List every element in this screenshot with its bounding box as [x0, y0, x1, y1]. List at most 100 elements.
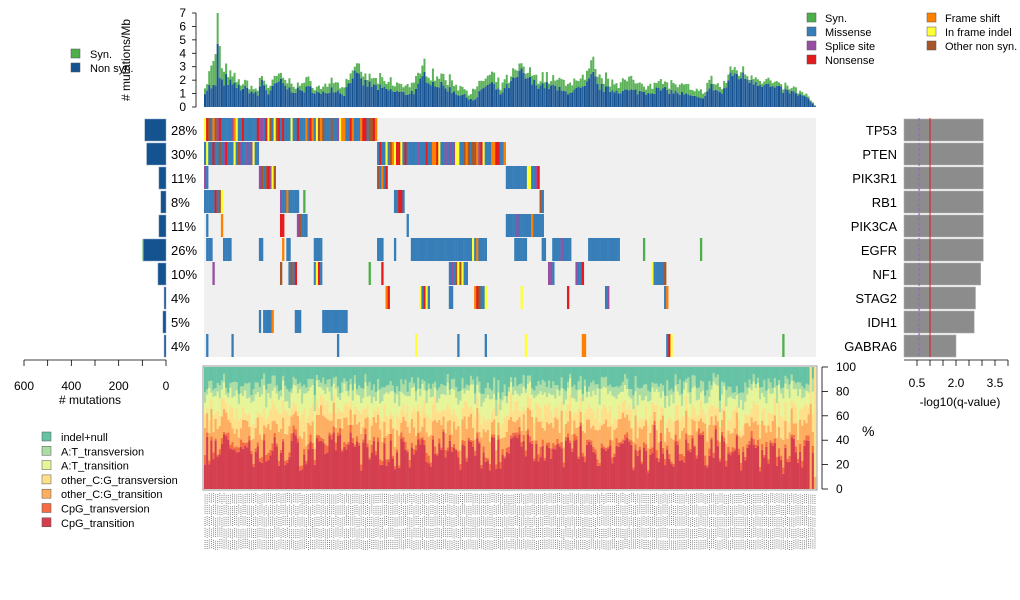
- spectrum-segment: [446, 367, 449, 375]
- oncoprint-cell: [427, 286, 431, 309]
- spectrum-segment: [298, 419, 302, 437]
- spectrum-segment: [294, 385, 298, 406]
- spectrum-segment: [372, 437, 376, 441]
- spectrum-segment: [301, 386, 304, 404]
- oncoprint-cell: [541, 190, 544, 213]
- oncoprint-cell: [410, 238, 414, 261]
- tmb-bar-syn: [362, 76, 365, 86]
- spectrum-segment: [541, 445, 544, 489]
- spectrum-segment: [472, 367, 475, 380]
- oncoprint-cell: [379, 142, 382, 165]
- oncoprint-cell: [341, 310, 344, 333]
- oncoprint-cell: [554, 238, 557, 261]
- oncoprint-cell: [495, 142, 498, 165]
- spectrum-segment: [640, 400, 644, 420]
- spectrum-segment: [284, 465, 287, 489]
- spectrum-segment: [704, 455, 707, 466]
- spectrum-tick-label: 40: [836, 433, 850, 447]
- spectrum-segment: [571, 451, 574, 489]
- spectrum-segment: [265, 389, 268, 408]
- spectrum-segment: [750, 367, 753, 384]
- oncoprint-cell: [472, 238, 475, 261]
- spectrum-segment: [558, 432, 561, 444]
- spectrum-segment: [638, 446, 642, 450]
- spectrum-segment: [315, 367, 319, 375]
- mutation-count-tick-label: 200: [109, 379, 129, 393]
- spectrum-segment: [590, 396, 593, 408]
- spectrum-segment: [575, 435, 578, 440]
- spectrum-segment: [353, 375, 357, 384]
- spectrum-segment: [649, 392, 652, 401]
- mutation-count-tick-label: 0: [163, 379, 170, 393]
- oncoprint-cell: [533, 214, 536, 237]
- spectrum-segment: [391, 455, 395, 459]
- tmb-bar-syn: [347, 79, 350, 84]
- tmb-bar-nonsyn: [619, 93, 622, 107]
- spectrum-segment: [246, 398, 249, 415]
- spectrum-segment: [326, 445, 329, 453]
- oncoprint-cell: [336, 334, 340, 357]
- tmb-bar-syn: [501, 82, 504, 93]
- spectrum-segment: [315, 380, 319, 401]
- spectrum-segment: [212, 432, 215, 453]
- tmb-bar-nonsyn: [248, 93, 251, 107]
- oncoprint-cell: [212, 262, 215, 285]
- mutation-count-bar: [144, 118, 167, 142]
- spectrum-segment: [797, 458, 800, 463]
- spectrum-segment: [446, 382, 449, 405]
- spectrum-segment: [507, 367, 511, 388]
- tmb-bar-nonsyn: [769, 86, 772, 107]
- spectrum-segment: [389, 418, 393, 434]
- tmb-bar-syn: [465, 90, 468, 98]
- tmb-bar-nonsyn: [393, 91, 396, 107]
- spectrum-segment: [708, 455, 711, 489]
- spectrum-segment: [328, 435, 331, 489]
- spectrum-segment: [309, 425, 312, 435]
- spectrum-segment: [387, 393, 390, 418]
- spectrum-segment: [233, 449, 236, 489]
- oncoprint-cell: [288, 118, 291, 141]
- spectrum-segment: [315, 374, 319, 381]
- tmb-bar-syn: [619, 82, 622, 94]
- spectrum-segment: [531, 443, 534, 489]
- spectrum-segment: [516, 438, 519, 489]
- tmb-bar-syn: [585, 70, 588, 82]
- tmb-bar-syn: [659, 79, 662, 91]
- spectrum-segment: [275, 367, 279, 386]
- spectrum-segment: [358, 422, 361, 443]
- oncoprint-cell: [206, 238, 209, 261]
- spectrum-segment: [811, 413, 815, 432]
- tmb-tick-label: 3: [179, 60, 186, 74]
- oncoprint-cell: [507, 214, 511, 237]
- spectrum-segment: [362, 439, 365, 443]
- tmb-bar-nonsyn: [716, 90, 719, 107]
- oncoprint-cell: [246, 142, 249, 165]
- spectrum-segment: [611, 457, 614, 464]
- oncoprint-cell: [282, 190, 285, 213]
- spectrum-segment: [522, 386, 525, 407]
- spectrum-segment: [233, 447, 236, 450]
- spectrum-segment: [227, 397, 230, 413]
- tmb-bar-syn: [687, 83, 690, 95]
- spectrum-segment: [607, 386, 610, 395]
- spectrum-segment: [613, 429, 616, 454]
- spectrum-legend-label: other_C:G_transversion: [61, 475, 178, 487]
- spectrum-segment: [366, 416, 369, 444]
- oncoprint-cell: [564, 238, 568, 261]
- spectrum-segment: [330, 411, 333, 421]
- tmb-bar-syn: [752, 78, 755, 85]
- spectrum-segment: [343, 417, 346, 442]
- spectrum-segment: [585, 444, 589, 489]
- spectrum-segment: [782, 439, 785, 468]
- spectrum-segment: [761, 449, 764, 489]
- spectrum-segment: [759, 367, 762, 388]
- spectrum-segment: [699, 380, 703, 393]
- spectrum-segment: [704, 465, 707, 489]
- tmb-bar-nonsyn: [275, 82, 278, 107]
- spectrum-segment: [761, 410, 764, 421]
- spectrum-segment: [708, 448, 711, 456]
- spectrum-segment: [541, 379, 544, 395]
- spectrum-segment: [528, 436, 532, 443]
- spectrum-segment: [516, 393, 519, 401]
